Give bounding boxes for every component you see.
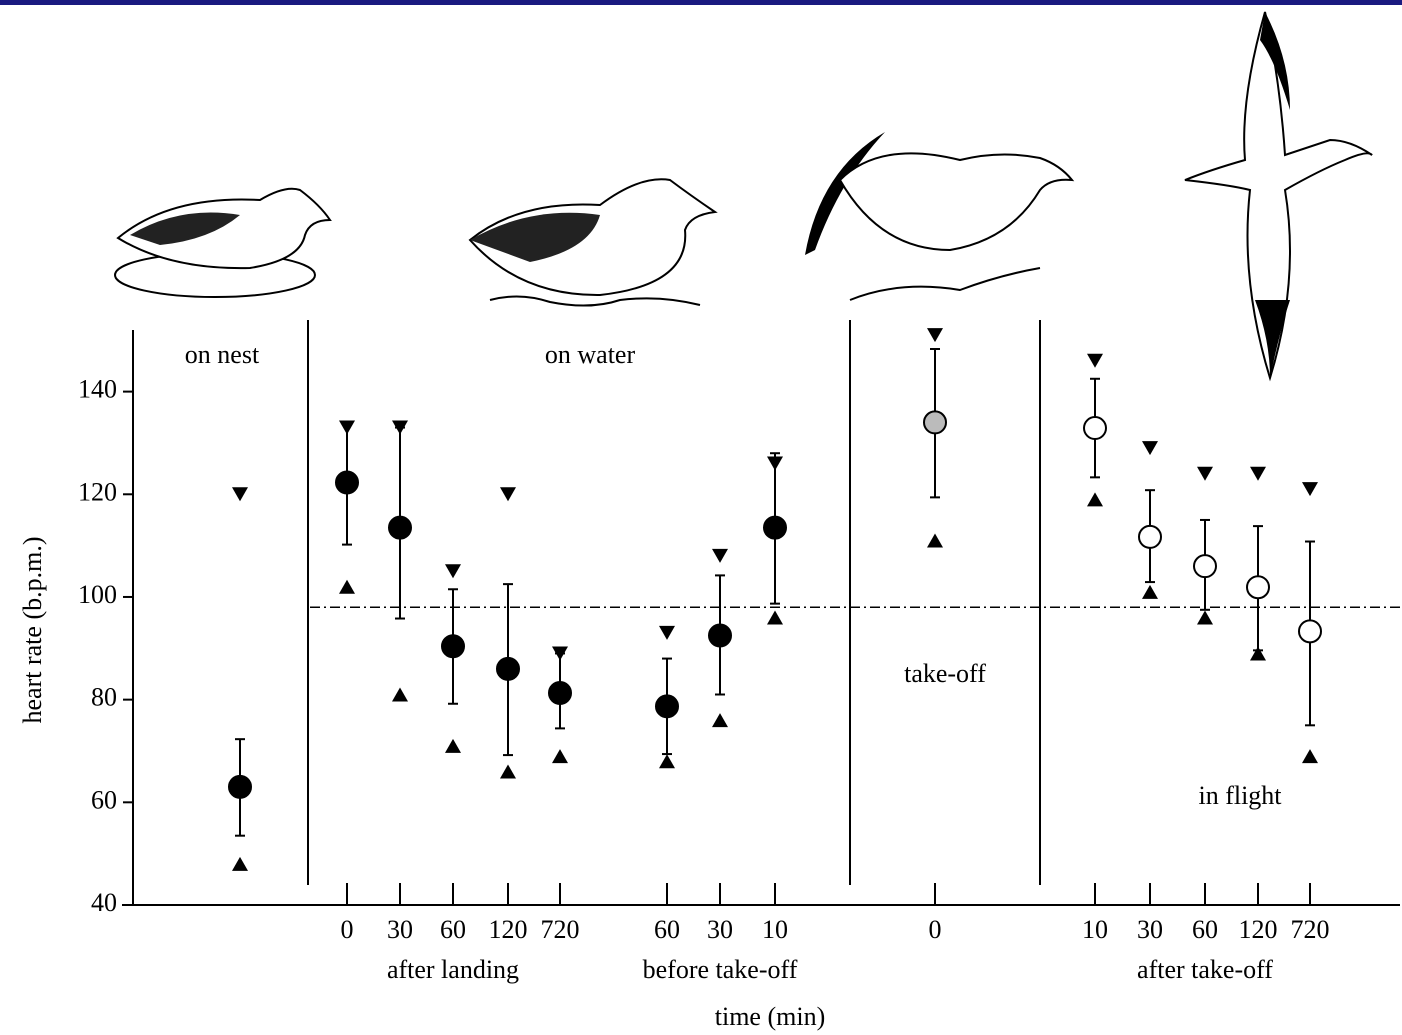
bird-on-water (470, 179, 715, 305)
max-marker (1302, 482, 1318, 496)
bird-in-flight (1185, 12, 1372, 378)
x-tick-label: 60 (440, 915, 466, 944)
y-tick-label: 140 (78, 375, 117, 404)
mean-marker (656, 695, 678, 717)
min-marker (1302, 749, 1318, 763)
y-tick-label: 100 (78, 580, 117, 609)
max-marker (712, 549, 728, 563)
min-marker (445, 739, 461, 753)
mean-marker (497, 658, 519, 680)
max-marker (552, 646, 568, 660)
x-tick-label: 60 (654, 915, 680, 944)
section-label: take-off (904, 659, 986, 688)
y-axis-label: heart rate (b.p.m.) (18, 537, 47, 724)
x-tick-label: 30 (1137, 915, 1163, 944)
min-marker (1197, 611, 1213, 625)
group-label: before take-off (643, 955, 798, 984)
min-marker (1250, 646, 1266, 660)
mean-marker (764, 517, 786, 539)
max-marker (767, 456, 783, 470)
x-axis-label: time (min) (715, 1002, 825, 1031)
x-tick-label: 0 (929, 915, 942, 944)
section-label: on water (545, 340, 636, 369)
mean-marker (389, 517, 411, 539)
section-label: on nest (185, 340, 260, 369)
min-marker (927, 533, 943, 547)
min-marker (1087, 492, 1103, 506)
max-marker (445, 564, 461, 578)
min-marker (1142, 585, 1158, 599)
max-marker (1197, 467, 1213, 481)
bird-take-off (805, 132, 1072, 300)
mean-marker (229, 776, 251, 798)
min-marker (659, 754, 675, 768)
section-label: in flight (1198, 781, 1282, 810)
min-marker (232, 857, 248, 871)
x-tick-label: 30 (707, 915, 733, 944)
y-tick-label: 80 (91, 683, 117, 712)
x-tick-label: 720 (1291, 915, 1330, 944)
x-tick-label: 60 (1192, 915, 1218, 944)
mean-marker (549, 682, 571, 704)
x-tick-label: 120 (1239, 915, 1278, 944)
min-marker (339, 580, 355, 594)
mean-marker (1247, 576, 1269, 598)
x-tick-label: 120 (489, 915, 528, 944)
mean-marker (709, 624, 731, 646)
min-marker (712, 713, 728, 727)
illustrations (115, 12, 1372, 378)
mean-marker (1299, 620, 1321, 642)
min-marker (767, 611, 783, 625)
max-marker (1087, 354, 1103, 368)
mean-marker (1139, 526, 1161, 548)
max-marker (659, 626, 675, 640)
x-tick-label: 10 (1082, 915, 1108, 944)
group-label: after landing (387, 955, 519, 984)
group-label: after take-off (1137, 955, 1273, 984)
max-marker (927, 328, 943, 342)
mean-marker (442, 635, 464, 657)
bird-on-nest (115, 189, 330, 297)
y-tick-label: 40 (91, 888, 117, 917)
max-marker (1142, 441, 1158, 455)
x-tick-label: 720 (541, 915, 580, 944)
chart: on nest on water take-off in flight afte… (0, 0, 1402, 1035)
x-tick-label: 30 (387, 915, 413, 944)
top-border (0, 0, 1402, 5)
x-tick-label: 0 (341, 915, 354, 944)
min-marker (552, 749, 568, 763)
min-marker (392, 688, 408, 702)
min-marker (500, 765, 516, 779)
max-marker (232, 487, 248, 501)
mean-marker (1084, 417, 1106, 439)
max-marker (500, 487, 516, 501)
mean-marker (336, 471, 358, 493)
y-tick-label: 120 (78, 477, 117, 506)
x-tick-label: 10 (762, 915, 788, 944)
max-marker (392, 421, 408, 435)
y-tick-label: 60 (91, 785, 117, 814)
max-marker (1250, 467, 1266, 481)
mean-marker (924, 411, 946, 433)
mean-marker (1194, 555, 1216, 577)
max-marker (339, 421, 355, 435)
axes (122, 320, 1400, 905)
